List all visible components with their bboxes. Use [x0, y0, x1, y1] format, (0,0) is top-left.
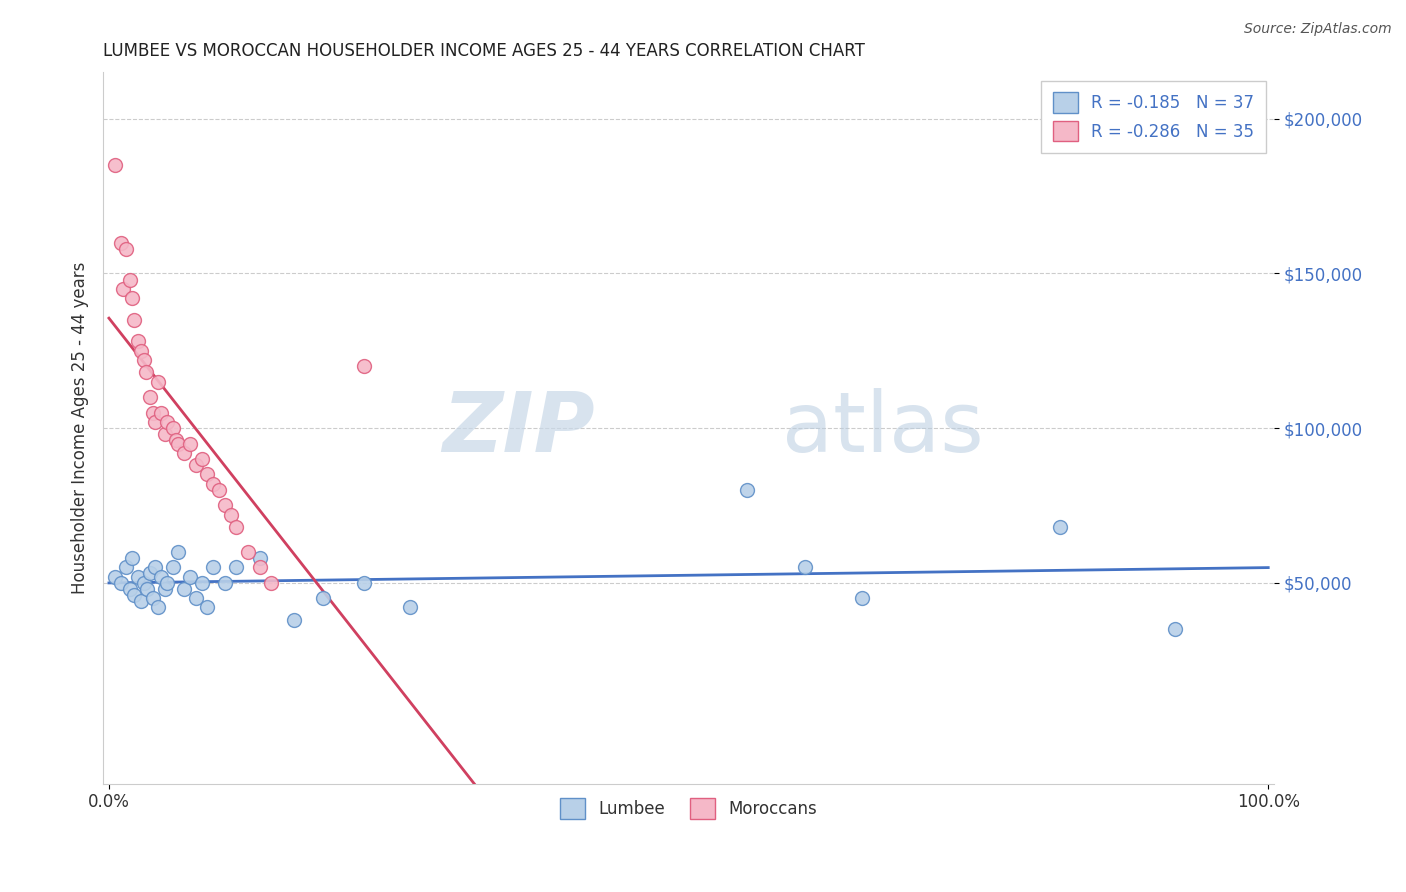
Point	[143, 415, 166, 429]
Point	[115, 560, 138, 574]
Point	[851, 591, 873, 606]
Point	[127, 569, 149, 583]
Point	[249, 560, 271, 574]
Point	[225, 520, 247, 534]
Point	[153, 582, 176, 596]
Point	[150, 569, 173, 583]
Point	[142, 406, 165, 420]
Text: ZIP: ZIP	[443, 388, 595, 468]
Point	[132, 353, 155, 368]
Point	[110, 235, 132, 250]
Point	[162, 421, 184, 435]
Point	[104, 569, 127, 583]
Point	[136, 582, 159, 596]
Point	[179, 569, 201, 583]
Point	[353, 575, 375, 590]
Point	[1049, 520, 1071, 534]
Point	[165, 434, 187, 448]
Point	[138, 566, 160, 581]
Point	[190, 575, 212, 590]
Point	[249, 551, 271, 566]
Point	[167, 545, 190, 559]
Point	[121, 551, 143, 566]
Point	[146, 600, 169, 615]
Point	[156, 415, 179, 429]
Point	[236, 545, 259, 559]
Point	[131, 594, 153, 608]
Point	[225, 560, 247, 574]
Point	[179, 436, 201, 450]
Point	[214, 575, 236, 590]
Point	[353, 359, 375, 374]
Point	[111, 282, 134, 296]
Point	[167, 436, 190, 450]
Point	[283, 613, 305, 627]
Legend: Lumbee, Moroccans: Lumbee, Moroccans	[554, 791, 824, 825]
Point	[118, 272, 141, 286]
Point	[793, 560, 815, 574]
Point	[197, 467, 219, 482]
Point	[121, 291, 143, 305]
Point	[143, 560, 166, 574]
Point	[131, 343, 153, 358]
Text: atlas: atlas	[782, 388, 984, 468]
Point	[184, 591, 207, 606]
Point	[156, 575, 179, 590]
Point	[197, 600, 219, 615]
Point	[150, 406, 173, 420]
Text: LUMBEE VS MOROCCAN HOUSEHOLDER INCOME AGES 25 - 44 YEARS CORRELATION CHART: LUMBEE VS MOROCCAN HOUSEHOLDER INCOME AG…	[103, 42, 865, 60]
Point	[735, 483, 758, 497]
Point	[124, 313, 146, 327]
Point	[132, 575, 155, 590]
Point	[124, 588, 146, 602]
Point	[127, 334, 149, 349]
Point	[104, 158, 127, 172]
Point	[135, 366, 157, 380]
Point	[312, 591, 335, 606]
Point	[115, 242, 138, 256]
Point	[214, 499, 236, 513]
Point	[1164, 622, 1187, 636]
Point	[202, 560, 225, 574]
Text: Source: ZipAtlas.com: Source: ZipAtlas.com	[1244, 22, 1392, 37]
Point	[208, 483, 231, 497]
Point	[260, 575, 283, 590]
Point	[118, 582, 141, 596]
Point	[146, 375, 169, 389]
Point	[153, 427, 176, 442]
Point	[173, 446, 195, 460]
Point	[190, 452, 212, 467]
Point	[110, 575, 132, 590]
Y-axis label: Householder Income Ages 25 - 44 years: Householder Income Ages 25 - 44 years	[72, 262, 89, 594]
Point	[184, 458, 207, 473]
Point	[399, 600, 422, 615]
Point	[138, 390, 160, 404]
Point	[173, 582, 195, 596]
Point	[142, 591, 165, 606]
Point	[219, 508, 242, 522]
Point	[162, 560, 184, 574]
Point	[202, 476, 225, 491]
